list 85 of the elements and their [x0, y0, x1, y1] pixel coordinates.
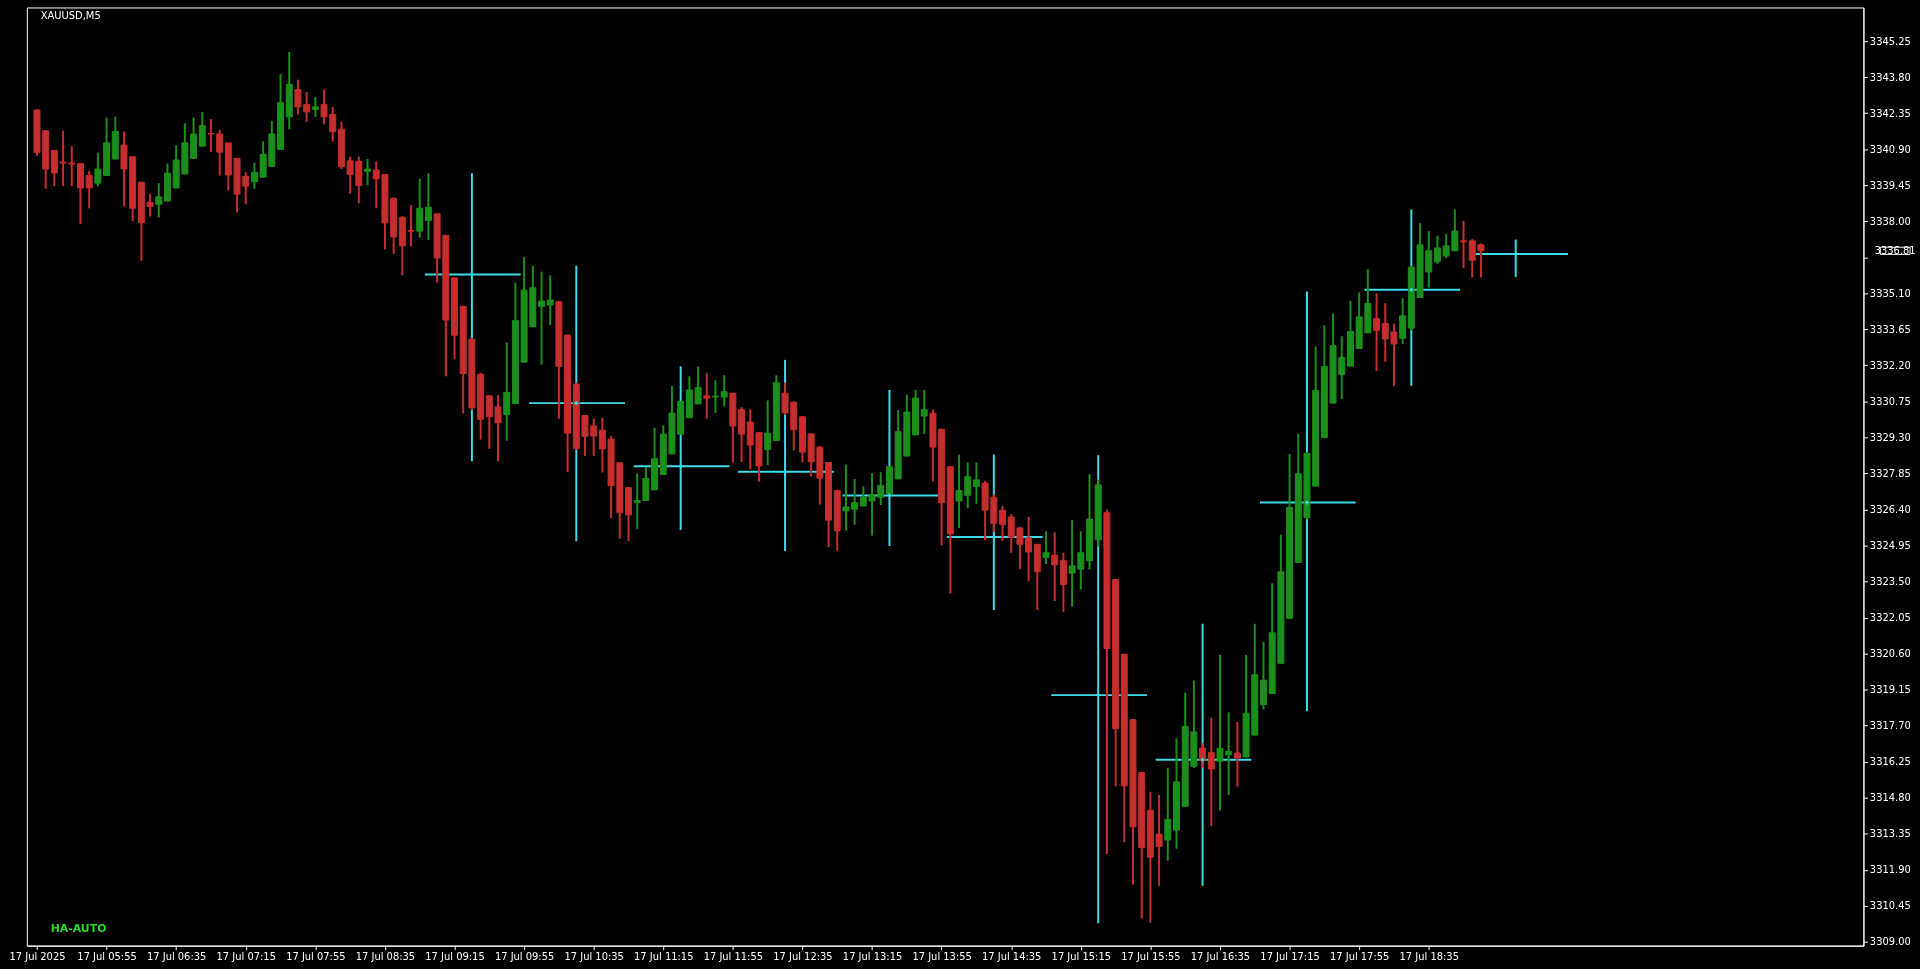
point [1513, 252, 1518, 256]
y-tick-label: 3333.65 [1869, 323, 1911, 335]
candlestick [198, 110, 206, 148]
x-tick-label: 17 Jul 12:35 [773, 951, 833, 963]
y-tick-label: 3319.15 [1869, 684, 1911, 696]
x-tick-label: 17 Jul 17:55 [1329, 951, 1390, 963]
point [1304, 500, 1309, 505]
candlestick [972, 461, 980, 505]
y-tick-label: 3324.95 [1869, 540, 1911, 551]
point [678, 464, 683, 469]
x-tick-label: 17 Jul 15:15 [1051, 951, 1111, 963]
y-tick-label: 3345.25 [1869, 35, 1911, 47]
candlestick [1059, 551, 1067, 613]
candlestick [999, 505, 1006, 543]
x-tick-label: 17 Jul 14:35 [982, 951, 1042, 963]
candlestick [1233, 720, 1241, 788]
point [1409, 287, 1414, 292]
y-tick-label: 3323.50 [1869, 576, 1911, 588]
candlestick [703, 372, 711, 420]
y-tick-label: 3309.00 [1869, 936, 1911, 948]
candlestick [250, 161, 258, 190]
y-tick-label: 3317.70 [1869, 720, 1911, 732]
candlestick [1042, 530, 1050, 565]
x-tick-label: 17 Jul 13:55 [912, 951, 972, 963]
y-tick-label: 3343.80 [1869, 71, 1911, 83]
candlestick [1399, 297, 1407, 345]
x-tick-label: 17 Jul 05:55 [77, 951, 137, 963]
x-tick-label: 17 Jul 07:15 [216, 951, 276, 963]
x-tick-label: 17 Jul 08:35 [355, 951, 416, 963]
x-tick-label: 17 Jul 09:55 [494, 951, 555, 963]
x-tick-label: 17 Jul 15:55 [1121, 951, 1181, 963]
y-tick-label: 3322.05 [1869, 612, 1911, 624]
y-tick-label: 3330.75 [1869, 395, 1911, 407]
candlestick [1051, 531, 1059, 602]
y-tick-label: 3338.00 [1869, 215, 1911, 227]
annotation: HA-AUTO [50, 921, 107, 935]
x-tick-label: 17 Jul 11:55 [703, 951, 764, 963]
y-tick-label: 3316.25 [1869, 756, 1911, 768]
x-tick-label: 17 Jul 17:15 [1260, 951, 1320, 963]
x-tick-label: 17 Jul 16:35 [1190, 951, 1251, 963]
candlestick [920, 388, 928, 435]
point [1200, 757, 1205, 762]
y-tick-label: 3339.45 [1869, 179, 1911, 191]
x-tick-label: 17 Jul 07:55 [286, 951, 346, 963]
candlestick [1460, 219, 1468, 269]
y-tick-label: 3327.85 [1869, 467, 1911, 479]
y-tick-label: 3310.45 [1869, 900, 1911, 912]
x-tick-label: 17 Jul 18:35 [1399, 951, 1459, 963]
candlestick [546, 274, 554, 327]
x-tick-label: 17 Jul 06:35 [146, 951, 207, 963]
x-tick-label: 17 Jul 11:15 [634, 951, 694, 963]
candlestick [1433, 234, 1441, 265]
candlestick [424, 172, 432, 242]
y-tick-label: 3314.80 [1869, 792, 1911, 804]
y-tick-label: 3332.20 [1869, 359, 1911, 371]
candlestick [311, 95, 319, 118]
candlestick [1164, 766, 1172, 862]
candlestick [764, 399, 772, 467]
candlestick [711, 379, 719, 415]
y-tick-label: 3335.10 [1869, 287, 1911, 299]
candlestick [720, 374, 728, 408]
candlestick [364, 158, 372, 187]
candlestick [1373, 292, 1381, 373]
point [574, 401, 579, 406]
point [1096, 693, 1101, 698]
x-tick-label: 17 Jul 2025 [9, 951, 66, 963]
x-tick-label: 17 Jul 13:15 [842, 951, 903, 963]
y-tick-label: 3326.40 [1869, 503, 1911, 515]
y-tick-label: 3311.90 [1869, 864, 1911, 876]
y-tick-label: 3320.60 [1869, 648, 1911, 660]
y-tick-label: 3313.35 [1869, 828, 1911, 840]
y-tick-label: 3340.90 [1869, 143, 1911, 155]
candlestick [538, 270, 545, 366]
candlestick [503, 341, 511, 442]
candlestick [416, 177, 424, 239]
candlestick [85, 169, 93, 210]
chart-title: XAUUSD,M5 [40, 10, 101, 22]
candlestick [155, 182, 163, 219]
point [469, 272, 474, 277]
candlestick [1207, 716, 1215, 827]
y-tick-label: 3342.35 [1869, 107, 1911, 119]
x-tick-label: 17 Jul 10:35 [564, 951, 624, 963]
point [783, 469, 788, 474]
x-tick-label: 17 Jul 09:15 [425, 951, 485, 963]
y-tick-label: 3329.30 [1869, 431, 1911, 443]
